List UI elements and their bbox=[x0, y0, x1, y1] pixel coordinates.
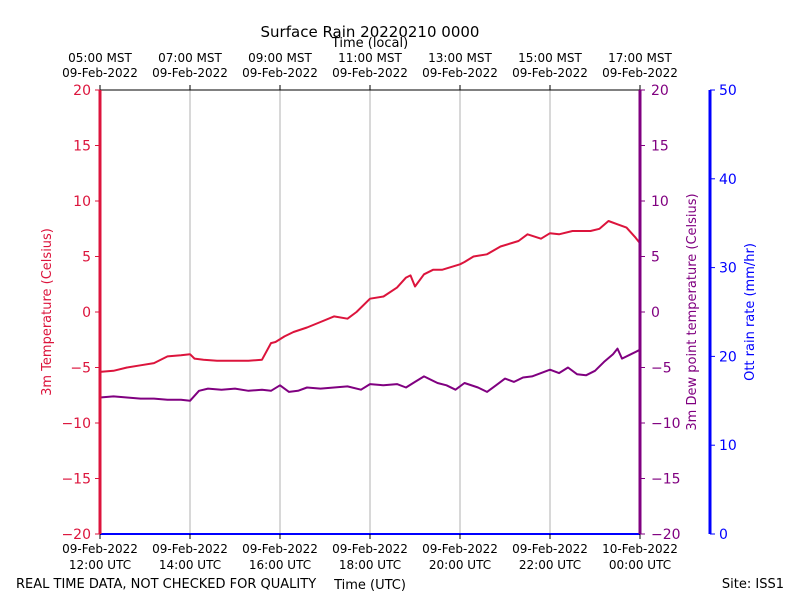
top-tick-date: 09-Feb-2022 bbox=[422, 66, 498, 80]
y-right1-tick-label: −10 bbox=[651, 416, 681, 432]
series-line-temperature bbox=[99, 220, 641, 373]
top-tick-date: 09-Feb-2022 bbox=[332, 66, 408, 80]
x-axis-label: Time (UTC) bbox=[333, 578, 406, 593]
y-left-tick-label: −5 bbox=[70, 361, 91, 377]
top-tick-date: 09-Feb-2022 bbox=[62, 66, 138, 80]
x-tick-time: 22:00 UTC bbox=[519, 558, 581, 572]
top-tick-date: 09-Feb-2022 bbox=[512, 66, 588, 80]
axes bbox=[98, 89, 712, 535]
y-left-label: 3m Temperature (Celsius) bbox=[40, 228, 55, 396]
y-left-tick-label: 0 bbox=[82, 305, 91, 321]
x-tick-date: 09-Feb-2022 bbox=[332, 542, 408, 556]
y-left-tick-label: −10 bbox=[61, 416, 91, 432]
top-tick-date: 09-Feb-2022 bbox=[242, 66, 318, 80]
y-right1-tick-label: 0 bbox=[651, 305, 660, 321]
y-left-tick-label: 20 bbox=[73, 83, 91, 99]
top-tick-time: 05:00 MST bbox=[68, 51, 132, 65]
y-left-tick-label: 10 bbox=[73, 194, 91, 210]
top-tick-time: 07:00 MST bbox=[158, 51, 222, 65]
y-right2-tick-label: 10 bbox=[719, 438, 737, 454]
top-tick-date: 09-Feb-2022 bbox=[152, 66, 228, 80]
top-tick-time: 11:00 MST bbox=[338, 51, 402, 65]
x-tick-date: 09-Feb-2022 bbox=[62, 542, 138, 556]
site-label: Site: ISS1 bbox=[722, 577, 784, 592]
y-right2-tick-label: 20 bbox=[719, 349, 737, 365]
x-tick-time: 20:00 UTC bbox=[429, 558, 491, 572]
chart-title: Surface Rain 20220210 0000 bbox=[261, 23, 480, 41]
y-right2-tick-label: 30 bbox=[719, 261, 737, 277]
y-right1-tick-label: 20 bbox=[651, 83, 669, 99]
y-left-tick-label: 5 bbox=[82, 250, 91, 266]
y-left-tick-label: −15 bbox=[61, 472, 91, 488]
x-tick-date: 09-Feb-2022 bbox=[422, 542, 498, 556]
y-right2-tick-label: 0 bbox=[719, 527, 728, 543]
top-axis-label: Time (local) bbox=[331, 36, 408, 51]
top-tick-time: 13:00 MST bbox=[428, 51, 492, 65]
y-right2-tick-label: 50 bbox=[719, 83, 737, 99]
x-tick-date: 09-Feb-2022 bbox=[242, 542, 318, 556]
y-left-tick-label: 15 bbox=[73, 139, 91, 155]
x-tick-time: 00:00 UTC bbox=[609, 558, 671, 572]
x-tick-time: 16:00 UTC bbox=[249, 558, 311, 572]
y-right1-label: 3m Dew point temperature (Celsius) bbox=[685, 193, 700, 430]
series-layer bbox=[99, 220, 641, 402]
y-left-tick-label: −20 bbox=[61, 527, 91, 543]
x-tick-date: 10-Feb-2022 bbox=[602, 542, 678, 556]
y-right1-tick-label: −5 bbox=[651, 361, 672, 377]
quality-disclaimer: REAL TIME DATA, NOT CHECKED FOR QUALITY bbox=[16, 577, 316, 592]
y-right2-tick-label: 40 bbox=[719, 172, 737, 188]
y-right1-tick-label: −15 bbox=[651, 472, 681, 488]
x-tick-time: 12:00 UTC bbox=[69, 558, 131, 572]
x-tick-time: 18:00 UTC bbox=[339, 558, 401, 572]
y-right1-tick-label: −20 bbox=[651, 527, 681, 543]
y-right1-tick-label: 15 bbox=[651, 139, 669, 155]
grid-lines bbox=[189, 90, 551, 534]
x-tick-date: 09-Feb-2022 bbox=[152, 542, 228, 556]
top-tick-time: 17:00 MST bbox=[608, 51, 672, 65]
top-tick-time: 09:00 MST bbox=[248, 51, 312, 65]
top-tick-time: 15:00 MST bbox=[518, 51, 582, 65]
y-right1-tick-label: 5 bbox=[651, 250, 660, 266]
series-line-dewpoint bbox=[99, 347, 641, 402]
y-right1-tick-label: 10 bbox=[651, 194, 669, 210]
x-tick-date: 09-Feb-2022 bbox=[512, 542, 588, 556]
y-right2-label: Ott rain rate (mm/hr) bbox=[743, 243, 758, 381]
top-tick-date: 09-Feb-2022 bbox=[602, 66, 678, 80]
x-tick-time: 14:00 UTC bbox=[159, 558, 221, 572]
